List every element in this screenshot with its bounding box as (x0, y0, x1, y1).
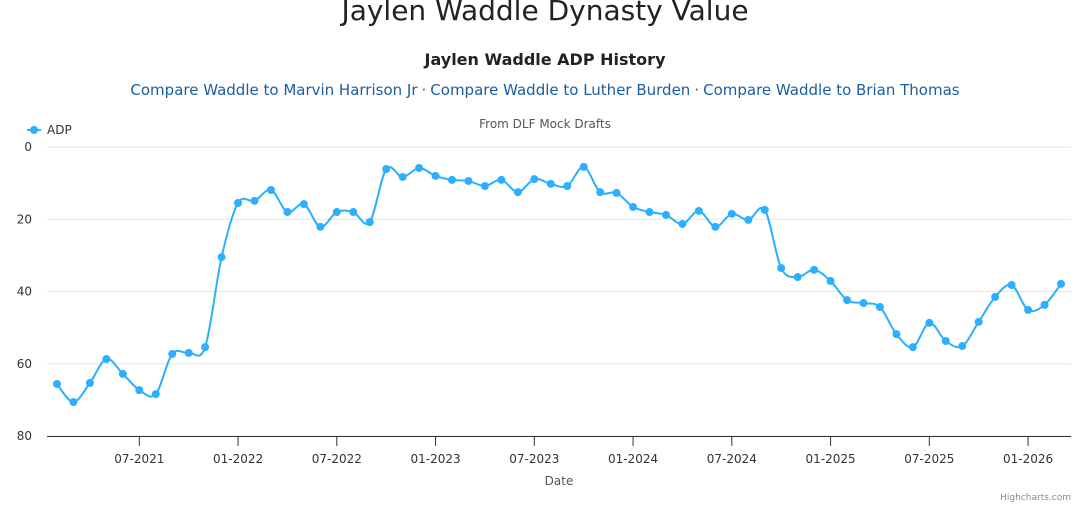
point (365, 218, 374, 227)
point (1040, 300, 1049, 309)
x-tick-label: 01-2026 (1003, 452, 1053, 466)
point (382, 165, 391, 174)
point (793, 273, 802, 282)
point (118, 369, 127, 378)
y-tick-label: 80 (17, 429, 32, 443)
point (760, 205, 769, 214)
point (843, 296, 852, 305)
point (448, 175, 457, 184)
point (85, 378, 94, 387)
point (480, 182, 489, 191)
link-separator: · (694, 81, 699, 99)
point (431, 171, 440, 180)
point (151, 390, 160, 399)
point (859, 299, 868, 308)
chart-title: Jaylen Waddle ADP History (424, 50, 667, 69)
legend-marker (30, 126, 38, 134)
x-tick-label: 07-2023 (509, 452, 559, 466)
point (810, 265, 819, 274)
point (991, 292, 1000, 301)
point (744, 215, 753, 224)
point (69, 398, 78, 407)
x-axis-title: Date (545, 474, 574, 488)
x-tick-label: 07-2025 (904, 452, 954, 466)
point (941, 336, 950, 345)
x-tick-label: 01-2025 (806, 452, 856, 466)
point (102, 355, 111, 364)
y-tick-label: 60 (17, 357, 32, 371)
point (1024, 305, 1033, 314)
point (266, 185, 275, 194)
point (349, 208, 358, 217)
point (53, 379, 61, 388)
point (661, 210, 670, 219)
x-tick-label: 01-2024 (608, 452, 658, 466)
point (925, 318, 934, 327)
point (415, 163, 424, 172)
link-separator: · (422, 81, 427, 99)
point (1057, 279, 1065, 288)
point (316, 222, 325, 231)
y-tick-label: 0 (24, 140, 32, 154)
series-line (56, 165, 1062, 404)
compare-link[interactable]: Compare Waddle to Brian Thomas (703, 81, 960, 99)
point (530, 175, 539, 184)
point (1007, 280, 1016, 289)
point (958, 342, 967, 351)
point (201, 343, 210, 352)
point (497, 175, 506, 184)
credits[interactable]: Highcharts.com (1000, 493, 1071, 503)
point (612, 188, 621, 197)
x-tick-label: 01-2023 (410, 452, 460, 466)
point (777, 264, 786, 273)
point (596, 188, 605, 197)
compare-link[interactable]: Compare Waddle to Luther Burden (430, 81, 690, 99)
point (711, 222, 720, 231)
point (546, 179, 555, 188)
compare-links: Compare Waddle to Marvin Harrison Jr · Com… (130, 81, 959, 99)
compare-link[interactable]: Compare Waddle to Marvin Harrison Jr (130, 81, 418, 99)
point (974, 317, 983, 326)
x-tick-label: 01-2022 (213, 452, 263, 466)
point (629, 202, 638, 211)
point (217, 253, 226, 262)
point (826, 277, 835, 286)
point (332, 208, 341, 217)
point (168, 349, 177, 358)
point (250, 196, 259, 205)
point (727, 209, 736, 218)
x-tick-label: 07-2021 (114, 452, 164, 466)
point (892, 330, 901, 339)
page-title: Jaylen Waddle Dynasty Value (339, 0, 748, 27)
point (283, 208, 292, 217)
point (579, 162, 588, 171)
y-tick-label: 20 (17, 212, 32, 226)
point (513, 188, 522, 197)
x-tick-label: 07-2022 (312, 452, 362, 466)
point (464, 176, 473, 185)
x-tick-label: 07-2024 (707, 452, 757, 466)
point (563, 182, 572, 191)
point (694, 206, 703, 215)
y-tick-label: 40 (17, 285, 32, 299)
point (678, 219, 687, 228)
chart-subtitle: From DLF Mock Drafts (479, 117, 611, 131)
point (234, 198, 243, 207)
legend-label[interactable]: ADP (47, 123, 72, 137)
point (299, 200, 308, 209)
point (908, 343, 917, 352)
point (645, 208, 654, 217)
point (875, 303, 884, 312)
point (398, 172, 407, 181)
point (184, 348, 193, 357)
point (135, 386, 144, 395)
